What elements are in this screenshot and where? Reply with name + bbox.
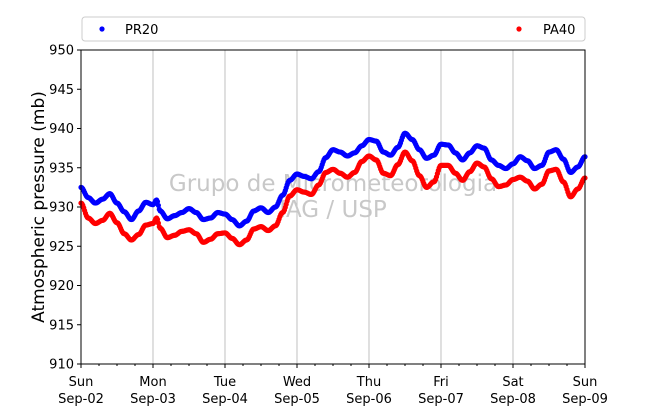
x-tick-label-day: Tue	[213, 375, 236, 390]
series-layer	[78, 130, 588, 248]
legend-marker-pr20	[99, 26, 105, 32]
x-tick-label-date: Sep-04	[202, 392, 248, 407]
x-tick-label-date: Sep-03	[130, 392, 176, 407]
legend-label-pr20: PR20	[125, 23, 158, 38]
x-axis: Sun Sep-02 Mon Sep-03 Tue Sep-04 Wed Sep-05 Thu S…	[58, 364, 608, 407]
plot-area	[81, 50, 585, 364]
data-point	[155, 202, 161, 209]
x-tick-label-day: Sat	[502, 375, 523, 390]
x-tick-label-date: Sep-02	[58, 392, 104, 407]
y-tick-label: 925	[49, 240, 74, 255]
y-tick-label: 950	[49, 44, 74, 59]
y-axis: 910 915 920 925 930 935 940 945 950	[49, 44, 81, 373]
y-axis-label: Atmospheric pressure (mb)	[29, 91, 49, 323]
y-tick-label: 930	[49, 201, 74, 216]
x-tick-label-date: Sep-08	[490, 392, 536, 407]
legend-label-pa40: PA40	[543, 23, 575, 38]
y-tick-label: 940	[49, 122, 74, 137]
watermark-line: IAG / USP	[279, 197, 387, 223]
series-pa40	[78, 149, 588, 248]
legend-marker-pa40	[516, 26, 522, 32]
x-tick-label-day: Sun	[69, 375, 94, 390]
x-tick-label-date: Sep-09	[562, 392, 608, 407]
y-tick-label: 935	[49, 161, 74, 176]
x-tick-label-day: Sun	[573, 375, 598, 390]
series-pr20	[78, 130, 588, 229]
y-tick-label: 915	[49, 318, 74, 333]
x-tick-label-day: Fri	[433, 375, 449, 390]
x-tick-label-day: Mon	[139, 375, 166, 390]
x-tick-label-date: Sep-06	[346, 392, 392, 407]
y-tick-label: 945	[49, 83, 74, 98]
x-tick-label-date: Sep-07	[418, 392, 464, 407]
x-tick-label-day: Wed	[283, 375, 311, 390]
watermark-line: Grupo de Micrometeorologia	[169, 171, 497, 197]
legend-box	[81, 16, 586, 42]
data-point	[154, 198, 161, 205]
y-tick-label: 910	[49, 358, 74, 373]
y-tick-label: 920	[49, 279, 74, 294]
x-tick-label-day: Thu	[356, 375, 381, 390]
x-tick-label-date: Sep-05	[274, 392, 320, 407]
